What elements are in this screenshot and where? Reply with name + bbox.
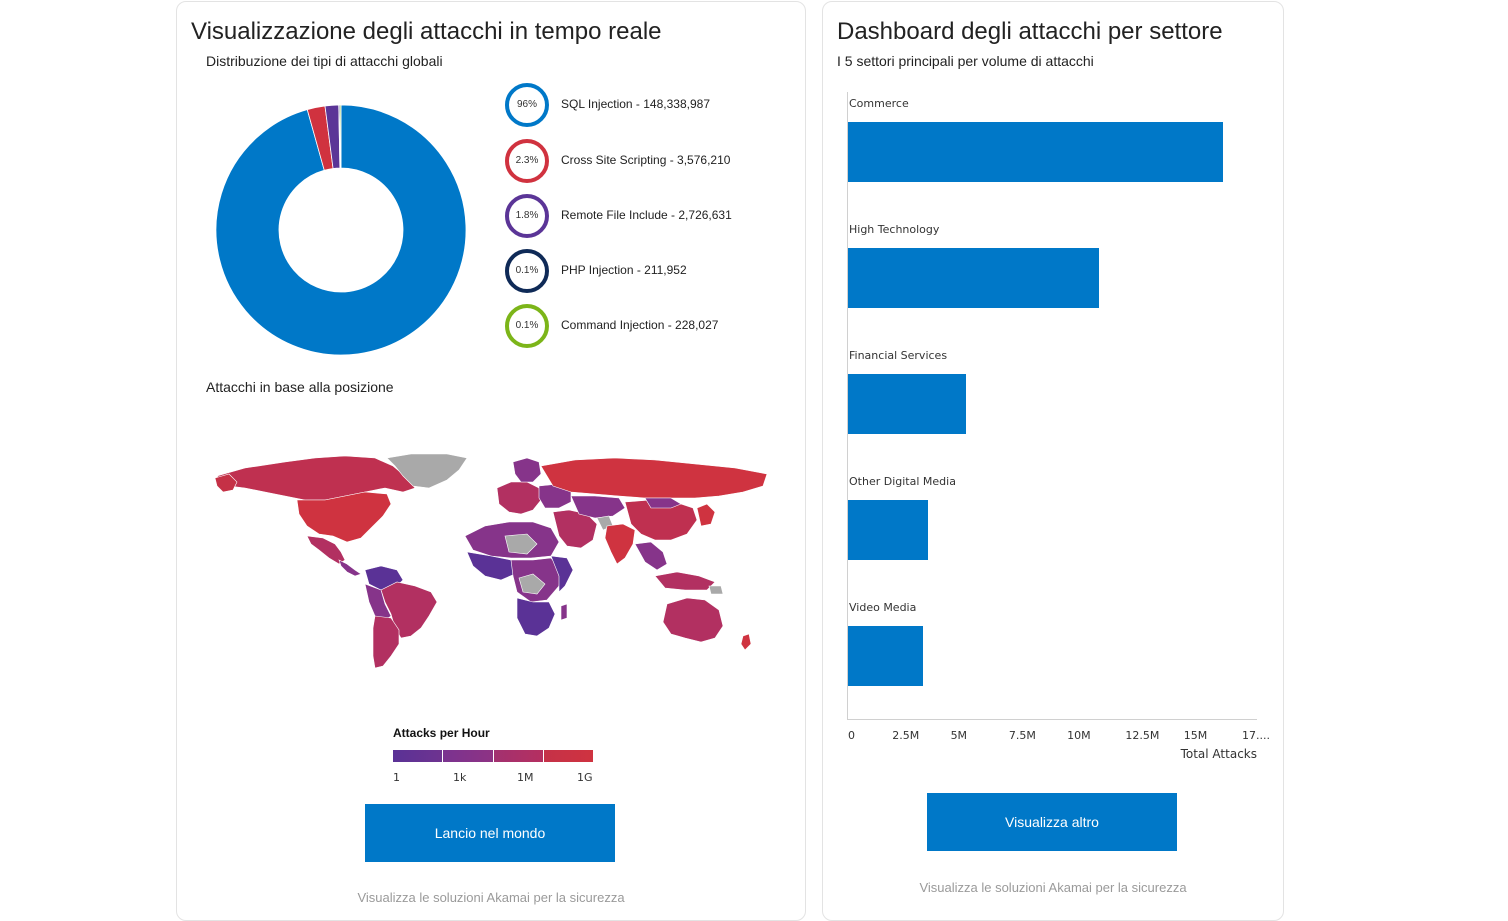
map-legend-label-2: 1k [453,771,467,784]
map-region-india[interactable] [604,523,636,565]
bar-category-label: High Technology [849,223,940,236]
map-region-west-africa[interactable] [466,551,516,581]
map-region-scandinavia[interactable] [512,457,542,483]
sector-attacks-card: Dashboard degli attacchi per settore I 5… [822,1,1284,921]
map-region-alaska[interactable] [215,473,238,493]
x-axis-label: Total Attacks [1180,747,1257,761]
attack-type-legend-item[interactable]: 1.8% Remote File Include - 2,726,631 [505,194,785,240]
map-region-new-zealand[interactable] [740,633,752,651]
map-legend-title: Attacks per Hour [393,726,490,740]
attack-type-label: Cross Site Scripting - 3,576,210 [561,153,731,167]
card-title-realtime: Visualizzazione degli attacchi in tempo … [191,18,662,45]
map-region-middle-east[interactable] [552,509,598,549]
bar-category-label: Other Digital Media [849,475,956,488]
map-legend-gradient [393,750,593,762]
attack-type-label: Command Injection - 228,027 [561,318,719,332]
map-region-indonesia[interactable] [654,571,716,591]
map-region-russia[interactable] [540,457,767,499]
bar-chart-y-axis [847,92,848,719]
map-region-east-africa[interactable] [550,555,574,593]
map-legend-swatch-2 [443,750,494,762]
map-region-congo[interactable] [518,573,546,595]
map-region-papua[interactable] [708,585,724,595]
attack-type-label: SQL Injection - 148,338,987 [561,97,710,111]
attack-type-legend-item[interactable]: 96% SQL Injection - 148,338,987 [505,83,785,129]
x-axis-tick-label: 12.5M [1125,729,1160,742]
x-axis-tick-label: 2.5M [892,729,920,742]
map-legend-swatch-4 [543,750,593,762]
map-region-usa[interactable] [296,491,392,543]
map-legend-label-3: 1M [517,771,534,784]
x-axis-tick-label: 7.5M [1008,729,1036,742]
sector-bar[interactable] [848,248,1100,308]
map-legend-swatch-1 [393,750,444,762]
donut-slice[interactable] [215,104,467,356]
world-attack-map[interactable] [215,452,767,672]
map-region-argentina-chile[interactable] [372,615,400,669]
attack-type-percent-ring: 1.8% [505,194,549,238]
attack-type-donut-chart[interactable] [215,104,467,356]
attack-type-percent-ring: 96% [505,83,549,127]
attack-type-label: Remote File Include - 2,726,631 [561,208,732,222]
view-more-button[interactable]: Visualizza altro [927,793,1177,851]
map-legend-label-1: 1 [393,771,400,784]
x-axis-tick-label: 10M [1067,729,1091,742]
map-region-central-america[interactable] [338,559,362,577]
map-legend: Attacks per Hour 1 1k 1M 1G [391,726,595,786]
sector-bar[interactable] [848,374,967,434]
realtime-attacks-card: Visualizzazione degli attacchi in tempo … [176,1,806,921]
sector-bar[interactable] [848,122,1224,182]
donut-subtitle: Distribuzione dei tipi di attacchi globa… [206,53,443,69]
akamai-security-solutions-link-right[interactable]: Visualizza le soluzioni Akamai per la si… [919,880,1187,895]
x-axis-tick-label: 15M [1183,729,1208,742]
map-region-central-asia[interactable] [570,495,626,519]
donut-slice[interactable] [339,104,342,169]
sector-subtitle: I 5 settori principali per volume di att… [837,53,1094,69]
map-region-southeast-asia[interactable] [634,541,668,571]
attack-type-legend-item[interactable]: 0.1% Command Injection - 228,027 [505,304,785,350]
map-legend-label-4: 1G [577,771,593,784]
akamai-security-solutions-link[interactable]: Visualizza le soluzioni Akamai per la si… [357,890,625,905]
map-region-western-europe[interactable] [496,481,542,515]
attack-type-legend-item[interactable]: 2.3% Cross Site Scripting - 3,576,210 [505,139,785,185]
attack-type-label: PHP Injection - 211,952 [561,263,687,277]
x-axis-tick-label: 17.... [1242,729,1270,742]
attack-type-percent-ring: 0.1% [505,249,549,293]
attack-type-legend-item[interactable]: 0.1% PHP Injection - 211,952 [505,249,785,295]
x-axis-tick-label: 5M [950,729,968,742]
bar-category-label: Commerce [849,97,909,110]
map-region-australia[interactable] [662,597,724,643]
launch-world-button[interactable]: Lancio nel mondo [365,804,615,862]
sector-bar[interactable] [848,500,928,560]
map-region-sahara[interactable] [504,533,538,555]
attack-type-percent-ring: 2.3% [505,139,549,183]
map-region-mongolia[interactable] [644,497,682,509]
map-region-korea-japan[interactable] [696,503,716,527]
map-region-canada[interactable] [216,455,416,501]
bar-category-label: Video Media [849,601,917,614]
card-title-sectors: Dashboard degli attacchi per settore [837,18,1223,45]
map-region-greenland[interactable] [386,453,468,489]
x-axis-tick-label: 0 [848,729,855,742]
map-region-mexico[interactable] [306,535,346,565]
sector-bar[interactable] [848,626,923,686]
map-region-southern-africa[interactable] [516,597,556,637]
map-legend-swatch-3 [493,750,544,762]
map-region-madagascar[interactable] [560,603,568,621]
attack-type-percent-ring: 0.1% [505,304,549,348]
bar-category-label: Financial Services [849,349,948,362]
map-subtitle: Attacchi in base alla posizione [206,379,394,395]
bar-chart-x-axis [847,719,1257,720]
